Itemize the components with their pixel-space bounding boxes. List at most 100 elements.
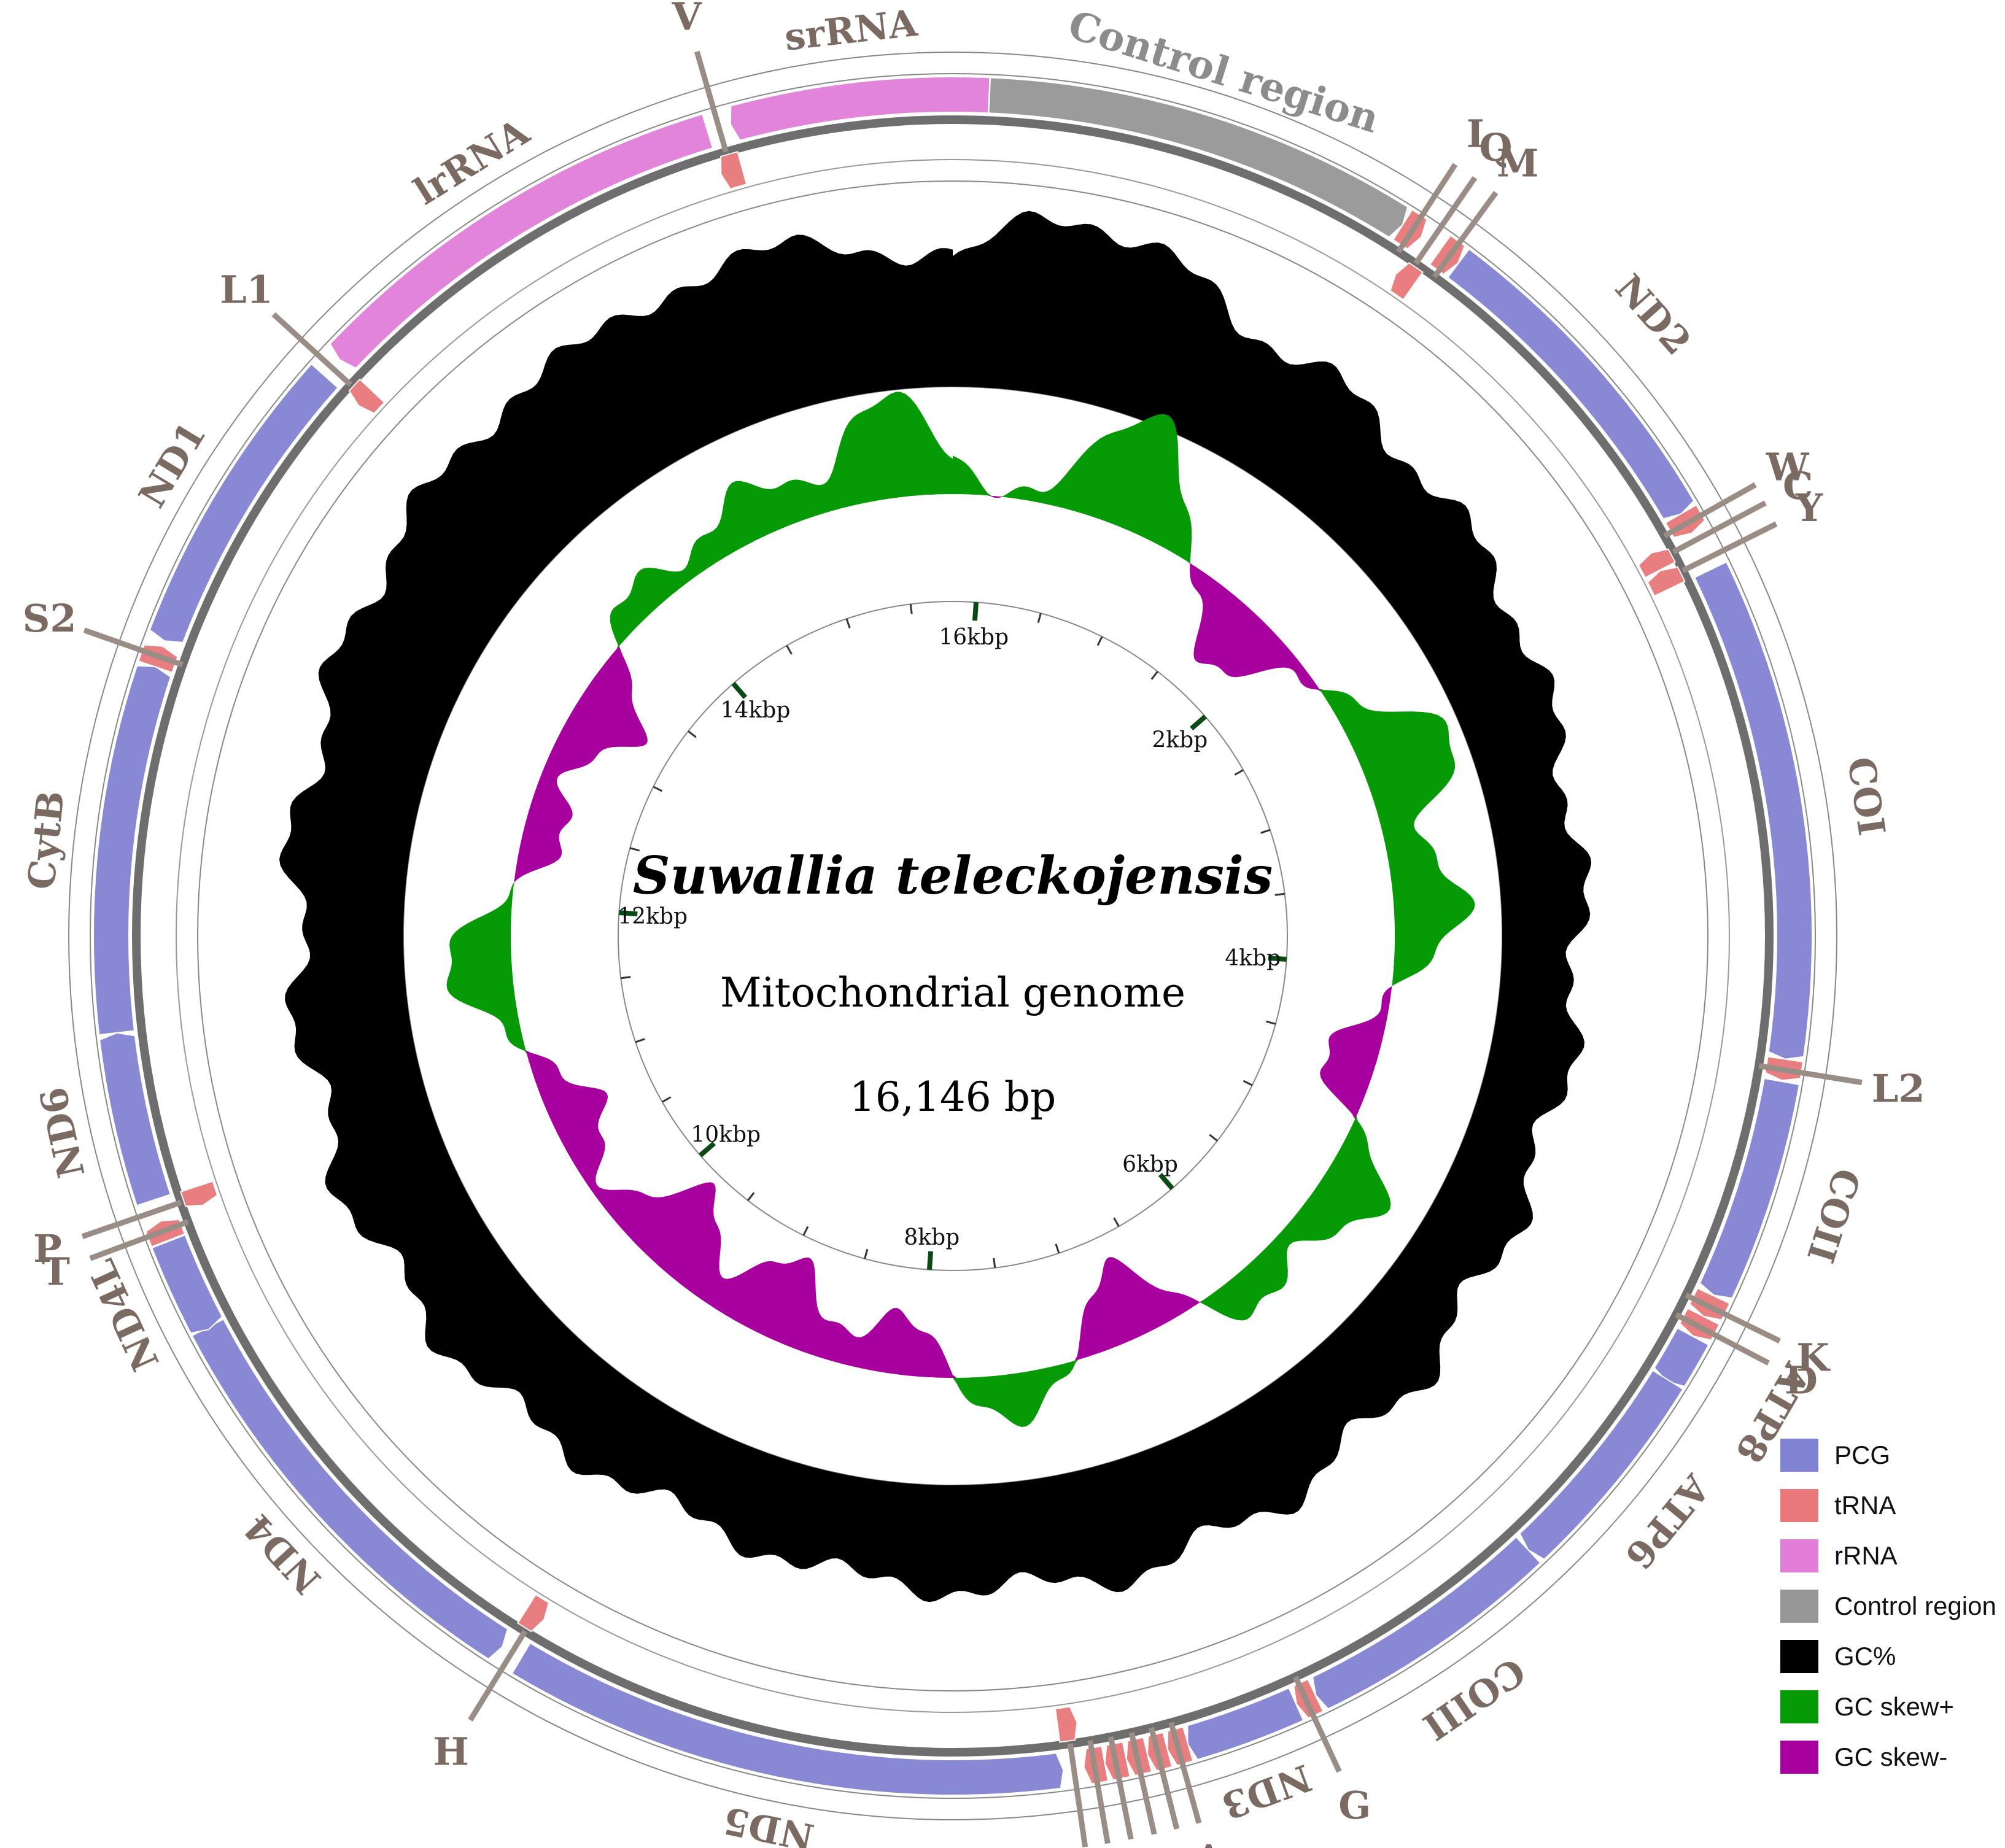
legend-item-rrna: rRNA	[1780, 1531, 2001, 1581]
leader-d	[1675, 1312, 1770, 1366]
label-i: I	[1467, 112, 1484, 157]
tick-minor	[1274, 892, 1285, 896]
tick-minor	[1260, 829, 1271, 834]
legend-swatch	[1780, 1489, 1818, 1522]
legend-swatch	[1780, 1690, 1818, 1723]
scale-ticks: 2kbp 4kbp 6kbp 8kbp 10kbp 12kbp 14kbp 16kbp	[618, 602, 1287, 1270]
tick-label-14kbp: 14kbp	[721, 698, 791, 723]
gene-srrna	[729, 76, 991, 141]
gene-track	[93, 76, 1813, 1796]
guide-ring	[176, 159, 1730, 1713]
label-coii: COII	[1798, 1163, 1868, 1267]
tick-major	[619, 910, 638, 917]
leader-y	[1681, 521, 1778, 573]
gene-nd2	[1446, 248, 1695, 520]
tick-major	[1158, 1173, 1174, 1190]
gene-nd5	[511, 1642, 1065, 1796]
label-nd4: ND4	[236, 1506, 330, 1602]
leader-i	[1395, 163, 1458, 253]
tick-minor	[1113, 1217, 1120, 1227]
legend-swatch	[1780, 1439, 1818, 1472]
gene-control-region	[988, 77, 1409, 238]
leader-s2	[83, 627, 184, 668]
tick-minor	[1037, 613, 1042, 624]
tick-major	[731, 682, 748, 699]
leader-r	[1149, 1726, 1180, 1830]
legend-label: GC%	[1834, 1642, 1896, 1671]
label-coi: COI	[1839, 754, 1893, 838]
tick-major	[1190, 714, 1207, 731]
leader-h	[468, 1630, 527, 1722]
tick-label-4kbp: 4kbp	[1225, 946, 1281, 971]
legend-item-control-region: Control region	[1780, 1581, 2001, 1631]
guide-ring	[618, 601, 1288, 1271]
tick-major	[926, 1251, 934, 1270]
legend-swatch	[1780, 1590, 1818, 1623]
legend-label: rRNA	[1834, 1541, 1898, 1570]
tick-minor	[621, 976, 631, 980]
tick-major	[972, 602, 979, 621]
label-k: K	[1796, 1335, 1831, 1380]
gene-coiii	[1311, 1536, 1542, 1710]
leader-n	[1128, 1731, 1157, 1835]
gene-v	[719, 150, 748, 190]
tick-minor	[1209, 1134, 1218, 1142]
leader-a	[1168, 1722, 1202, 1824]
legend-label: GC skew+	[1834, 1692, 1954, 1721]
legend-label: GC skew-	[1834, 1742, 1948, 1771]
leader-w	[1663, 482, 1757, 539]
gene-nd1	[149, 363, 339, 643]
tick-label-16kbp: 16kbp	[939, 625, 1009, 650]
label-nd1: ND1	[131, 415, 215, 515]
tick-minor	[993, 1258, 996, 1268]
tick-label-12kbp: 12kbp	[618, 904, 688, 929]
label-p: P	[33, 1226, 62, 1271]
legend-item-pcg: PCG	[1780, 1430, 2001, 1480]
label-r: R	[1170, 1842, 1202, 1848]
gene-nd4	[191, 1318, 509, 1660]
label-coiii: COIII	[1415, 1649, 1533, 1748]
label-q: Q	[1479, 125, 1512, 170]
gene-f	[1054, 1706, 1078, 1743]
species-title: Suwallia teleckojensis	[633, 845, 1273, 906]
gene-y	[1646, 566, 1686, 597]
legend-swatch	[1780, 1640, 1818, 1673]
leader-k	[1685, 1293, 1782, 1343]
legend: PCG tRNA rRNA Control region GC% GC skew+ GC s…	[1780, 1430, 2001, 1782]
tick-minor	[747, 1192, 755, 1201]
leader-s1	[1107, 1736, 1134, 1840]
leader-t	[89, 1219, 189, 1261]
leader-q	[1413, 176, 1478, 265]
guide-ring	[197, 180, 1708, 1691]
tick-minor	[1243, 1080, 1253, 1086]
gene-coii	[1699, 1077, 1801, 1299]
label-srrna: srRNA	[782, 2, 920, 60]
label-d: D	[1785, 1358, 1818, 1403]
tick-minor	[653, 786, 663, 792]
leader-e	[1087, 1740, 1111, 1844]
gene-atp6	[1519, 1369, 1684, 1561]
label-atp6: ATP6	[1616, 1466, 1718, 1576]
tick-label-8kbp: 8kbp	[904, 1225, 960, 1250]
gc-skew-track	[446, 392, 1475, 1427]
label-nd2: ND2	[1607, 266, 1699, 363]
tick-minor	[786, 645, 793, 655]
tick-minor	[802, 1226, 809, 1236]
gene-cytb	[93, 665, 172, 1036]
label-cytb: CytB	[20, 789, 73, 892]
label-m: M	[1497, 141, 1539, 185]
tick-minor	[864, 1248, 869, 1259]
genome-length: 16,146 bp	[850, 1073, 1056, 1121]
legend-label: tRNA	[1834, 1491, 1896, 1520]
legend-swatch	[1780, 1539, 1818, 1572]
tick-major	[1268, 955, 1287, 962]
tick-minor	[1055, 1243, 1060, 1254]
legend-label: PCG	[1834, 1440, 1891, 1469]
label-g: G	[1338, 1783, 1371, 1828]
label-s2: S2	[23, 596, 77, 641]
legend-item-gc-skew-: GC skew+	[1780, 1682, 2001, 1732]
gene-q	[1389, 261, 1424, 301]
gene-p	[180, 1180, 219, 1207]
leader-f	[1067, 1743, 1088, 1848]
